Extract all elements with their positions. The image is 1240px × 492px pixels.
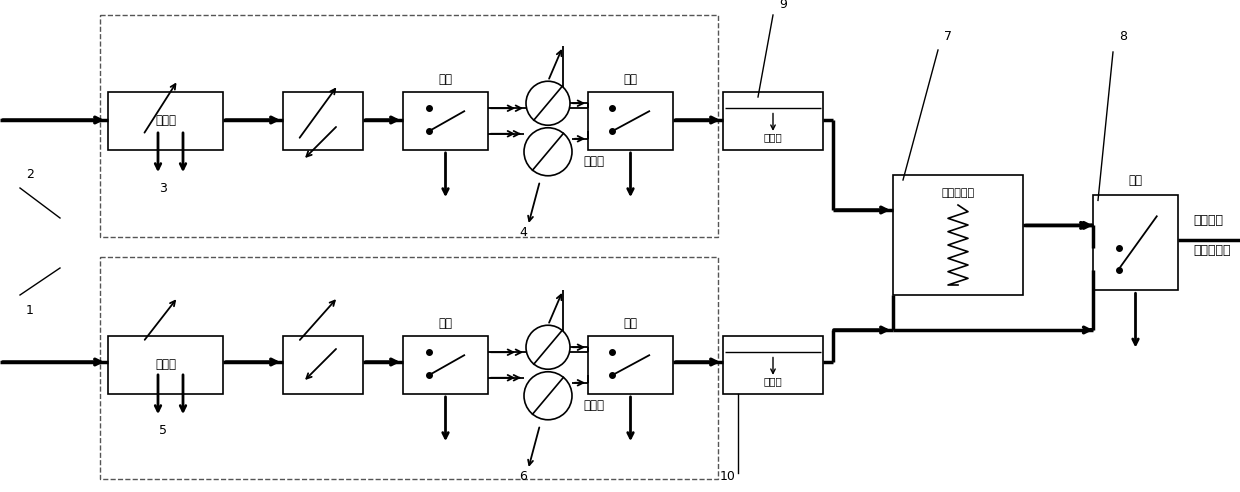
Text: 8: 8 <box>1118 30 1127 43</box>
Circle shape <box>525 128 572 176</box>
Bar <box>588 92 673 150</box>
Text: 10: 10 <box>720 470 735 483</box>
Bar <box>108 336 223 394</box>
Bar <box>283 336 363 394</box>
Text: 衰减器: 衰减器 <box>155 115 176 127</box>
Bar <box>100 257 718 479</box>
Text: 开关: 开关 <box>1128 174 1142 187</box>
Text: 频谱分析仳: 频谱分析仳 <box>1193 244 1230 257</box>
Bar <box>588 336 673 394</box>
Text: 耦合器: 耦合器 <box>764 376 782 386</box>
Text: 6: 6 <box>520 470 527 483</box>
Text: 9: 9 <box>779 0 787 11</box>
Text: 开关: 开关 <box>624 317 637 330</box>
Text: 4: 4 <box>520 226 527 239</box>
Text: 7: 7 <box>944 30 952 43</box>
Circle shape <box>525 372 572 420</box>
Circle shape <box>526 81 570 125</box>
Bar <box>893 175 1023 295</box>
Text: 开关: 开关 <box>439 317 453 330</box>
Bar <box>403 92 489 150</box>
Text: 移相器: 移相器 <box>583 400 604 412</box>
Bar <box>283 92 363 150</box>
Text: 连接外部: 连接外部 <box>1193 214 1223 227</box>
Text: 5: 5 <box>159 424 167 437</box>
Text: 1: 1 <box>26 304 33 316</box>
Text: 开关: 开关 <box>624 73 637 86</box>
Text: 移相器: 移相器 <box>583 155 604 168</box>
Bar <box>100 15 718 237</box>
Bar <box>1092 195 1178 290</box>
Text: 3: 3 <box>159 182 167 195</box>
Text: 开关: 开关 <box>439 73 453 86</box>
Bar <box>403 336 489 394</box>
Text: 同相合路器: 同相合路器 <box>941 188 975 198</box>
Text: 耦合器: 耦合器 <box>764 132 782 142</box>
Bar <box>108 92 223 150</box>
Text: 衰减器: 衰减器 <box>155 359 176 371</box>
Circle shape <box>526 325 570 369</box>
Bar <box>723 92 823 150</box>
Text: 2: 2 <box>26 168 33 182</box>
Bar <box>723 336 823 394</box>
